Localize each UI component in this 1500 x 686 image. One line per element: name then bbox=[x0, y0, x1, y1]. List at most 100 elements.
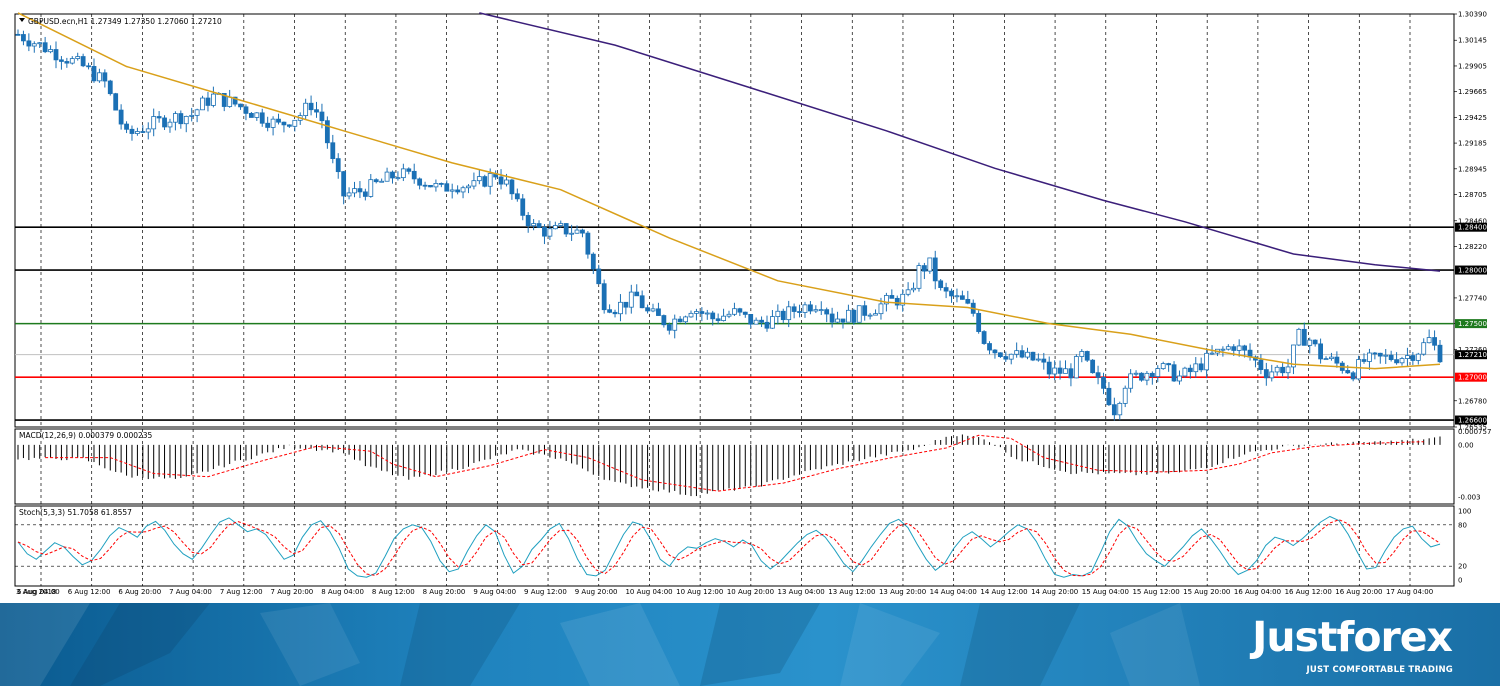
candle-body bbox=[1160, 363, 1166, 370]
candle-body bbox=[1258, 359, 1264, 370]
candle-body bbox=[368, 179, 374, 197]
candle-body bbox=[1106, 387, 1112, 406]
candle-body bbox=[628, 291, 634, 308]
candle-body bbox=[1225, 346, 1231, 350]
candle-body bbox=[835, 318, 840, 323]
candle-body bbox=[1008, 353, 1014, 360]
candle-body bbox=[666, 324, 672, 331]
time-tick-label: 9 Aug 12:00 bbox=[524, 588, 567, 596]
candle-body bbox=[981, 331, 987, 344]
candle-body bbox=[276, 118, 281, 123]
time-tick-label: 8 Aug 12:00 bbox=[372, 588, 415, 596]
time-tick-label: 10 Aug 04:00 bbox=[625, 588, 672, 596]
candle-body bbox=[840, 318, 846, 323]
candle-body bbox=[314, 109, 319, 113]
candle-body bbox=[965, 298, 971, 304]
candle-body bbox=[954, 295, 960, 298]
candle-body bbox=[645, 307, 650, 312]
candle-body bbox=[178, 113, 184, 125]
candle-body bbox=[1356, 359, 1361, 380]
candle-body bbox=[379, 180, 385, 183]
candle-body bbox=[270, 118, 276, 128]
time-tick-label: 6 Aug 04:00 bbox=[17, 588, 60, 596]
price-axis: 1.30390 1.30145 1.29905 1.29665 1.29425 1.291… bbox=[1454, 11, 1487, 432]
candle-body bbox=[921, 265, 927, 272]
candle-body bbox=[775, 310, 781, 317]
time-tick-label: 14 Aug 12:00 bbox=[980, 588, 1027, 596]
candle-body bbox=[156, 116, 162, 119]
candle-body bbox=[829, 313, 835, 323]
candle-body bbox=[1068, 368, 1074, 379]
candle-body bbox=[1084, 351, 1090, 361]
candle-body bbox=[308, 102, 314, 111]
candle-body bbox=[569, 232, 575, 235]
candle-body bbox=[786, 306, 792, 321]
candle-body bbox=[1307, 339, 1313, 346]
candle-body bbox=[710, 312, 716, 320]
candle-body bbox=[1236, 345, 1242, 351]
candle-body bbox=[59, 59, 64, 62]
price-tick-label: 1.29905 bbox=[1458, 62, 1487, 70]
candle-body bbox=[563, 223, 569, 235]
candle-body bbox=[395, 177, 401, 180]
time-tick-label: 15 Aug 12:00 bbox=[1132, 588, 1179, 596]
candle-body bbox=[1122, 387, 1128, 404]
candle-body bbox=[932, 257, 938, 282]
candle-body bbox=[1041, 358, 1047, 363]
candle-body bbox=[1318, 343, 1323, 360]
candle-body bbox=[959, 295, 965, 300]
time-tick-label: 6 Aug 12:00 bbox=[68, 588, 111, 596]
symbol-dropdown-icon[interactable] bbox=[19, 18, 25, 22]
brand-footer: Justforex JUST COMFORTABLE TRADING bbox=[0, 603, 1500, 686]
candle-body bbox=[102, 72, 108, 82]
time-tick-label: 6 Aug 20:00 bbox=[118, 588, 161, 596]
trading-chart[interactable]: 1.30390 1.30145 1.29905 1.29665 1.29425 1.291… bbox=[0, 0, 1500, 603]
candle-body bbox=[1291, 344, 1296, 368]
time-tick-label: 8 Aug 20:00 bbox=[423, 588, 466, 596]
candle-body bbox=[520, 198, 526, 216]
candle-body bbox=[232, 96, 238, 105]
price-tick-label: 1.26535 bbox=[1458, 424, 1487, 432]
candle-body bbox=[737, 308, 743, 313]
candle-body bbox=[911, 287, 916, 291]
candle-body bbox=[482, 176, 488, 187]
candle-body bbox=[265, 122, 271, 128]
stoch-axis: 100 80 20 0 bbox=[1458, 508, 1471, 585]
time-tick-label: 16 Aug 12:00 bbox=[1285, 588, 1332, 596]
candle-body bbox=[107, 80, 113, 95]
candle-body bbox=[1177, 375, 1182, 382]
candle-body bbox=[894, 297, 900, 306]
time-tick-label: 15 Aug 20:00 bbox=[1183, 588, 1230, 596]
candle-body bbox=[753, 319, 759, 325]
candle-body bbox=[656, 308, 661, 316]
price-tick-label: 1.29425 bbox=[1458, 114, 1487, 122]
candle-body bbox=[1111, 404, 1117, 416]
candle-body bbox=[780, 310, 786, 321]
candle-body bbox=[53, 49, 59, 61]
candle-body bbox=[1073, 356, 1079, 379]
time-tick-label: 15 Aug 04:00 bbox=[1082, 588, 1129, 596]
candle-body bbox=[259, 112, 265, 124]
level-tag-label: 1.28000 bbox=[1458, 267, 1487, 275]
candle-body bbox=[677, 318, 683, 323]
candle-body bbox=[411, 170, 417, 180]
candle-body bbox=[889, 295, 895, 299]
candle-body bbox=[900, 293, 906, 306]
candle-body bbox=[1426, 337, 1432, 344]
candle-body bbox=[873, 313, 878, 316]
stoch-tick-label: 20 bbox=[1458, 563, 1467, 571]
time-tick-label: 14 Aug 04:00 bbox=[930, 588, 977, 596]
candle-body bbox=[672, 318, 678, 331]
candle-body bbox=[1437, 344, 1443, 363]
brand-tagline: JUST COMFORTABLE TRADING bbox=[1306, 665, 1453, 675]
candle-body bbox=[1171, 364, 1177, 382]
candle-body bbox=[927, 257, 933, 272]
candle-body bbox=[1399, 358, 1405, 364]
candle-body bbox=[183, 115, 189, 125]
time-tick-label: 13 Aug 12:00 bbox=[828, 588, 875, 596]
level-tag-label: 1.26600 bbox=[1458, 417, 1487, 425]
candle-body bbox=[1193, 363, 1199, 373]
candle-body bbox=[438, 182, 444, 185]
candle-body bbox=[97, 72, 102, 82]
